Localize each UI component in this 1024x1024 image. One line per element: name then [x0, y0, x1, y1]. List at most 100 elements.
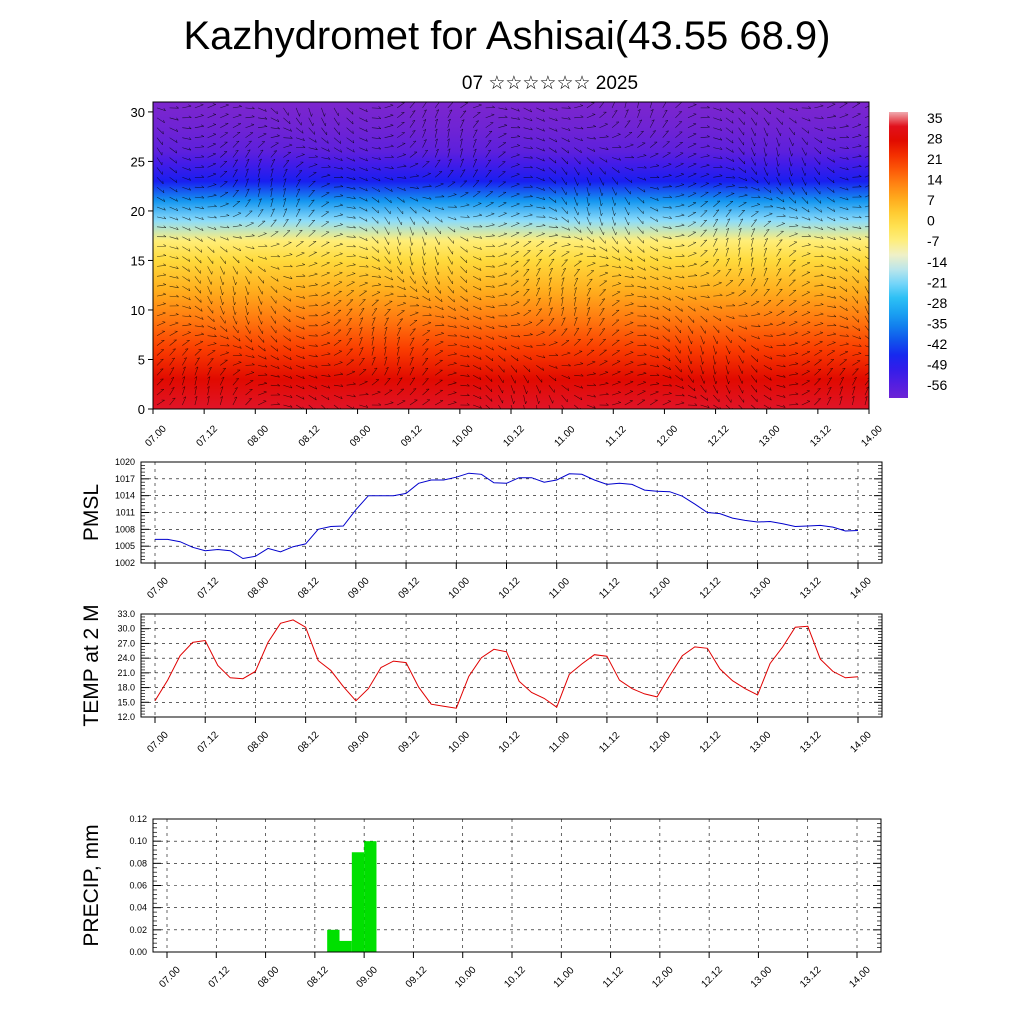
wind-barb-flag	[491, 113, 495, 116]
wind-barb	[510, 107, 520, 112]
wind-barb-flag	[656, 326, 659, 330]
wind-barb	[359, 404, 368, 408]
wind-barb	[447, 315, 457, 320]
wind-barb-flag	[453, 371, 457, 374]
wind-barb-flag	[732, 175, 736, 179]
wind-barb	[725, 385, 730, 394]
wind-barb-flag	[631, 155, 634, 159]
wind-barb	[232, 286, 235, 296]
wind-barb	[156, 196, 165, 202]
wind-barb	[662, 196, 672, 198]
wind-barb	[599, 216, 603, 226]
wind-barb	[485, 276, 495, 278]
wind-barb-flag	[587, 297, 591, 300]
wind-barb-flag	[437, 159, 441, 162]
wind-barb-flag	[163, 225, 167, 228]
wind-barb-flag	[516, 192, 520, 195]
wind-barb	[839, 325, 849, 329]
wind-barb-flag	[200, 114, 204, 116]
pmsl-line	[155, 472, 859, 560]
wind-barb	[283, 117, 291, 125]
wind-barb	[333, 374, 343, 376]
wind-barb	[687, 183, 697, 188]
wind-barb	[750, 257, 754, 267]
x-tick-label: 13.00	[748, 729, 774, 755]
wind-barb	[384, 367, 389, 376]
wind-barb-flag	[353, 225, 356, 229]
wind-barb-flag	[513, 390, 516, 394]
wind-barb-flag	[247, 291, 250, 295]
wind-barb	[763, 267, 768, 277]
wind-barb-flag	[411, 377, 415, 380]
wind-barb	[675, 335, 681, 344]
wind-barb-flag	[206, 395, 210, 399]
wind-barb-flag	[832, 341, 836, 343]
wind-barb	[548, 287, 552, 297]
wind-barb-flag	[745, 177, 748, 181]
wind-barb	[548, 297, 552, 307]
wind-barb	[359, 186, 368, 192]
wind-barb	[207, 266, 213, 275]
y-tick-label: 10	[131, 303, 145, 318]
wind-barb-flag	[390, 188, 393, 192]
wind-barb	[258, 365, 268, 368]
wind-barb-flag	[258, 158, 262, 161]
wind-barb	[662, 375, 672, 379]
y-tick-label: 1008	[115, 524, 135, 534]
wind-barb	[396, 346, 400, 356]
wind-barb	[586, 137, 596, 140]
wind-barb-flag	[385, 366, 389, 369]
wind-barb	[283, 355, 292, 361]
wind-barb-flag	[212, 143, 216, 145]
wind-barb-flag	[276, 242, 280, 245]
wind-barb-flag	[530, 344, 533, 348]
wind-barb-flag	[846, 156, 849, 160]
wind-barb	[573, 297, 577, 307]
wind-barb	[359, 147, 368, 152]
wind-barb	[738, 218, 744, 227]
wind-barb	[498, 394, 503, 404]
wind-barb	[599, 187, 603, 196]
wind-barb-flag	[706, 134, 710, 138]
wind-barb	[839, 256, 848, 262]
wind-barb-flag	[833, 305, 837, 308]
wind-barb-flag	[201, 217, 204, 220]
wind-barb-flag	[694, 403, 698, 406]
wind-barb	[194, 226, 204, 231]
wind-barb	[396, 336, 401, 346]
wind-barb	[839, 186, 849, 191]
wind-barb-flag	[664, 120, 668, 122]
wind-barb-flag	[855, 368, 859, 370]
wind-barb	[397, 388, 404, 396]
wind-barb	[801, 331, 811, 336]
wind-barb-flag	[794, 200, 796, 204]
wind-barb	[156, 226, 166, 228]
wind-barb-flag	[327, 396, 330, 400]
wind-barb	[182, 332, 191, 336]
wind-barb-flag	[681, 254, 685, 257]
wind-barb-flag	[706, 125, 710, 128]
wind-barb-flag	[163, 234, 167, 238]
wind-barb-flag	[403, 199, 405, 203]
wind-barb-flag	[805, 182, 807, 186]
wind-barb-flag	[425, 348, 429, 350]
wind-barb-flag	[740, 218, 744, 221]
wind-barb-flag	[245, 168, 249, 171]
wind-barb	[776, 333, 786, 336]
wind-barb-flag	[514, 380, 516, 384]
wind-barb-flag	[176, 294, 179, 298]
wind-barb-flag	[833, 126, 837, 129]
wind-barb	[826, 177, 835, 184]
wind-barb-flag	[719, 147, 723, 150]
wind-barb	[776, 127, 781, 136]
wind-barb	[257, 335, 265, 343]
wind-barb	[624, 187, 631, 195]
wind-barb-flag	[234, 159, 238, 162]
wind-barb-flag	[555, 233, 558, 236]
wind-barb-flag	[479, 267, 482, 271]
wind-barb-flag	[681, 393, 685, 397]
wind-barb	[599, 177, 604, 186]
wind-barb-flag	[213, 249, 215, 253]
wind-barb	[434, 369, 443, 376]
wind-barb	[725, 394, 732, 403]
